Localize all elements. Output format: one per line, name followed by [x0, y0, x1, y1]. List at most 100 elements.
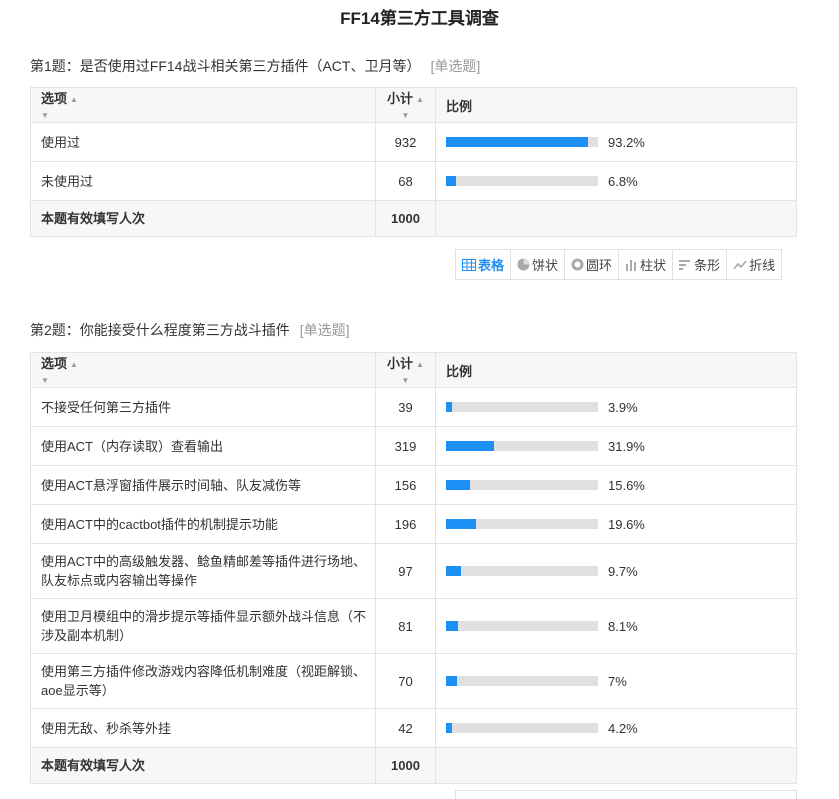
percent-bar-group: 7% — [446, 672, 796, 691]
total-label: 本题有效填写人次 — [30, 200, 376, 237]
count-column-header[interactable]: 小计 ▲ ▼ — [375, 87, 436, 123]
view-button-label: 条形 — [694, 258, 721, 273]
option-label: 未使用过 — [30, 161, 376, 201]
option-label: 使用无敌、秒杀等外挂 — [30, 708, 376, 748]
percent-bar-fill — [446, 137, 588, 147]
percent-bar-fill — [446, 723, 453, 733]
table-row: 使用ACT（内存读取）查看输出 319 31.9% — [30, 426, 797, 466]
percent-bar-track — [446, 480, 598, 490]
question-1-table: 选项 ▲ ▼ 小计 ▲ ▼ 比例 使用过 932 93.2% 未使用过 68 6.8% 本题有效填写… — [30, 87, 797, 237]
option-label: 使用ACT悬浮窗插件展示时间轴、队友减伤等 — [30, 465, 376, 505]
table-row: 使用ACT悬浮窗插件展示时间轴、队友减伤等 156 15.6% — [30, 465, 797, 505]
question-2-type: [单选题] — [299, 322, 350, 338]
option-count: 156 — [375, 465, 436, 505]
question-2-table: 选项 ▲ ▼ 小计 ▲ ▼ 比例 不接受任何第三方插件 39 3.9% 使用ACT（内存读取）… — [30, 352, 797, 784]
option-percent: 7% — [435, 653, 797, 709]
table-row: 未使用过 68 6.8% — [30, 161, 797, 201]
percent-bar-fill — [446, 441, 495, 451]
percent-bar-fill — [446, 402, 452, 412]
total-empty-cell — [435, 200, 797, 237]
table-row: 使用无敌、秒杀等外挂 42 4.2% — [30, 708, 797, 748]
percent-text: 3.9% — [608, 399, 638, 415]
percent-bar-group: 3.9% — [446, 398, 796, 417]
percent-bar-fill — [446, 566, 461, 576]
percent-text: 6.8% — [608, 173, 638, 189]
percent-bar-fill — [446, 676, 457, 686]
percent-column-header: 比例 — [435, 87, 797, 123]
option-percent: 93.2% — [435, 122, 797, 162]
percent-bar-group: 6.8% — [446, 172, 796, 191]
hbar-icon — [679, 259, 692, 271]
percent-text: 19.6% — [608, 516, 645, 532]
view-hbar-button[interactable]: 条形 — [673, 250, 728, 279]
sort-icon[interactable]: ▲ ▼ — [401, 360, 424, 386]
line-icon — [733, 259, 747, 271]
option-percent: 9.7% — [435, 543, 797, 599]
percent-text: 7% — [608, 673, 627, 689]
option-label: 使用ACT（内存读取）查看输出 — [30, 426, 376, 466]
percent-bar-track — [446, 402, 598, 412]
pie-icon — [517, 258, 530, 271]
percent-bar-group: 93.2% — [446, 133, 796, 152]
option-label: 使用卫月模组中的滑步提示等插件显示额外战斗信息（不涉及副本机制） — [30, 598, 376, 654]
count-column-header[interactable]: 小计 ▲ ▼ — [375, 352, 436, 388]
table-header-row: 选项 ▲ ▼ 小计 ▲ ▼ 比例 — [30, 87, 797, 123]
option-count: 97 — [375, 543, 436, 599]
percent-bar-track — [446, 676, 598, 686]
option-label: 不接受任何第三方插件 — [30, 387, 376, 427]
view-ring-button[interactable]: 圆环 — [565, 250, 620, 279]
option-percent: 4.2% — [435, 708, 797, 748]
percent-text: 9.7% — [608, 563, 638, 579]
percent-bar-fill — [446, 480, 470, 490]
percent-bar-track — [446, 519, 598, 529]
option-percent: 31.9% — [435, 426, 797, 466]
percent-bar-track — [446, 176, 598, 186]
option-count: 70 — [375, 653, 436, 709]
option-percent: 15.6% — [435, 465, 797, 505]
percent-bar-group: 15.6% — [446, 476, 796, 495]
percent-bar-group: 4.2% — [446, 719, 796, 738]
count-header-label: 小计 — [387, 91, 414, 106]
percent-bar-group: 8.1% — [446, 617, 796, 636]
sort-icon[interactable]: ▲ ▼ — [41, 95, 78, 121]
table-row: 使用卫月模组中的滑步提示等插件显示额外战斗信息（不涉及副本机制） 81 8.1% — [30, 598, 797, 654]
view-button-label: 圆环 — [586, 258, 613, 273]
option-column-header[interactable]: 选项 ▲ ▼ — [30, 87, 376, 123]
option-percent: 6.8% — [435, 161, 797, 201]
percent-header-label: 比例 — [446, 363, 473, 379]
option-count: 68 — [375, 161, 436, 201]
total-empty-cell — [435, 747, 797, 784]
table-row: 使用过 932 93.2% — [30, 122, 797, 162]
option-label: 使用第三方插件修改游戏内容降低机制难度（视距解锁、aoe显示等） — [30, 653, 376, 709]
table-icon — [462, 258, 476, 271]
option-percent: 3.9% — [435, 387, 797, 427]
percent-bar-group: 31.9% — [446, 437, 796, 456]
option-header-label: 选项 — [41, 356, 68, 371]
percent-text: 31.9% — [608, 438, 645, 454]
sort-icon[interactable]: ▲ ▼ — [41, 360, 78, 386]
percent-bar-track — [446, 137, 598, 147]
total-count: 1000 — [375, 200, 436, 237]
view-toolbar: 表格 饼状 圆环 柱状 条形 折线 — [455, 249, 783, 280]
question-1-rows: 使用过 932 93.2% 未使用过 68 6.8% 本题有效填写人次 1000 — [30, 122, 797, 237]
view-bar-button[interactable]: 柱状 — [619, 250, 674, 279]
view-pie-button[interactable]: 饼状 — [511, 250, 566, 279]
bar-icon — [625, 259, 638, 271]
table-row: 使用第三方插件修改游戏内容降低机制难度（视距解锁、aoe显示等） 70 7% — [30, 653, 797, 709]
view-line-button[interactable]: 折线 — [727, 250, 781, 279]
sort-icon[interactable]: ▲ ▼ — [401, 95, 424, 121]
question-1-text: 第1题：是否使用过FF14战斗相关第三方插件（ACT、卫月等） — [30, 58, 421, 74]
question-1-title: 第1题：是否使用过FF14战斗相关第三方插件（ACT、卫月等） [单选题] — [30, 57, 480, 75]
option-column-header[interactable]: 选项 ▲ ▼ — [30, 352, 376, 388]
total-row: 本题有效填写人次 1000 — [30, 747, 797, 784]
question-2-rows: 不接受任何第三方插件 39 3.9% 使用ACT（内存读取）查看输出 319 31.9% 使… — [30, 387, 797, 784]
table-header-row: 选项 ▲ ▼ 小计 ▲ ▼ 比例 — [30, 352, 797, 388]
page-title: FF14第三方工具调查 — [340, 9, 499, 28]
percent-bar-track — [446, 566, 598, 576]
total-row: 本题有效填写人次 1000 — [30, 200, 797, 237]
view-table-button[interactable]: 表格 — [456, 250, 512, 279]
view-button-label: 表格 — [478, 258, 505, 273]
percent-bar-fill — [446, 519, 476, 529]
percent-text: 4.2% — [608, 720, 638, 736]
option-label: 使用ACT中的cactbot插件的机制提示功能 — [30, 504, 376, 544]
